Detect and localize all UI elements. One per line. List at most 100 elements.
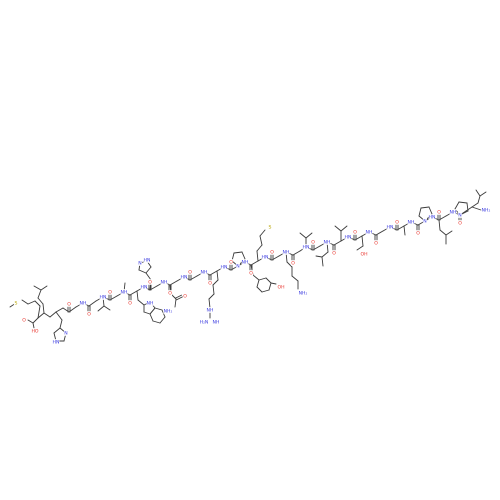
met-sidechain-bond xyxy=(37,305,41,319)
atom-label-background xyxy=(290,260,296,266)
proline-ring-bond xyxy=(454,201,460,210)
met-sidechain-bond xyxy=(21,299,29,305)
atom-label-background xyxy=(457,212,463,218)
oxygen-atom: O xyxy=(437,210,441,216)
indole-benzene-bond xyxy=(152,320,161,324)
atom-label-background xyxy=(373,240,379,246)
sidechain-bond xyxy=(27,319,34,324)
val-branch-bond xyxy=(475,189,481,197)
amide-nh-atom: NH xyxy=(408,220,415,226)
atom-label-background xyxy=(52,339,60,345)
atom-label-background xyxy=(457,220,463,226)
proline-ring-bond xyxy=(241,251,246,260)
arg-sidechain-bond xyxy=(208,293,215,300)
trp-sidechain-bond xyxy=(137,299,145,306)
amide-hn-atom: HN xyxy=(144,258,151,264)
atom-label-background xyxy=(163,308,173,314)
proline-ring-bond xyxy=(458,201,468,204)
asn-sidechain-bond xyxy=(174,298,177,308)
tyr-sidechain-bond xyxy=(252,274,260,281)
arg-sidechain-bond xyxy=(212,279,219,286)
atom-label-background xyxy=(167,290,173,296)
amide-nh-atom: NH xyxy=(283,250,290,256)
leu-sidechain-bond xyxy=(439,229,447,236)
oxygen-atom: O xyxy=(353,230,357,236)
atom-label-background xyxy=(120,289,128,295)
proline-ring-bond xyxy=(418,207,422,217)
atom-label-background xyxy=(360,251,368,257)
atom-label-background xyxy=(31,328,39,334)
indole-benzene-bond xyxy=(154,307,163,311)
phenol-ring-bond xyxy=(256,279,260,288)
val-sidechain-bond xyxy=(334,225,342,232)
ala-methyl-bond xyxy=(403,225,406,236)
his-sidechain-bond xyxy=(55,311,63,321)
atom-label-background xyxy=(386,224,394,230)
leu-sidechain-bond xyxy=(321,251,329,258)
atom-label-background xyxy=(160,279,168,285)
atom-label-background xyxy=(228,259,234,265)
val-sidechain-bond xyxy=(479,191,487,197)
atom-label-background xyxy=(66,301,72,307)
atom-label-background xyxy=(86,311,92,317)
his-sidechain-bond xyxy=(59,319,63,329)
backbone-bond xyxy=(55,307,64,313)
imidazole-ring-bond xyxy=(138,269,147,274)
carboxyl-bond xyxy=(32,322,35,329)
atom-label-background xyxy=(269,249,275,255)
backbone-bond xyxy=(129,290,138,296)
indole-benzene-bond xyxy=(149,313,154,322)
oxygen-atom: O xyxy=(458,221,462,227)
amide-hn-atom: HN xyxy=(221,265,228,271)
atom-label-background xyxy=(298,290,308,296)
amide-nh-atom: NH xyxy=(80,301,87,307)
lys-sidechain-bond xyxy=(286,261,293,268)
oxygen-atom: O xyxy=(188,270,192,276)
arg-sidechain-bond xyxy=(208,298,211,309)
nitrogen-atom: N xyxy=(64,331,67,337)
atom-label-background xyxy=(449,209,457,215)
val-sidechain-bond xyxy=(477,195,481,204)
atom-label-layer: OOOOOOOOOOOOOOOOOOOONHHNNHHNNHHNNHHNNHHN… xyxy=(13,207,491,346)
leu-branch-bond xyxy=(315,255,323,258)
atom-label-background xyxy=(436,209,442,215)
sulfur-atom: S xyxy=(269,225,272,231)
atom-label-background xyxy=(415,230,421,236)
imidazole-ring-bond xyxy=(53,327,61,334)
atom-label-background xyxy=(206,307,214,313)
amide-hn-atom: HN xyxy=(429,215,436,221)
amide-hn-atom: HN xyxy=(141,285,148,291)
atom-label-background xyxy=(63,330,69,336)
leu-branch-bond xyxy=(445,230,453,236)
phenol-ring-bond xyxy=(268,282,272,291)
nitrogen-atom: N xyxy=(423,219,426,225)
phenol-ring-bond xyxy=(261,289,270,293)
amide-nh-atom: NH xyxy=(201,270,208,276)
amide-hn-atom: HN xyxy=(387,225,394,231)
sulfur-atom: S xyxy=(15,301,18,307)
atom-label-background xyxy=(137,260,143,266)
bond-layer xyxy=(9,189,487,342)
backbone-bond xyxy=(37,312,45,319)
oxygen-atom: O xyxy=(87,312,91,318)
atom-label-background xyxy=(352,229,358,235)
oxygen-atom: O xyxy=(208,281,212,287)
atom-label-background xyxy=(107,289,113,295)
atom-label-background xyxy=(207,280,213,286)
atom-label-background xyxy=(79,300,87,306)
val-branch-bond xyxy=(103,305,111,311)
met-sidechain-bond xyxy=(34,300,41,307)
met-sidechain-bond xyxy=(27,300,36,305)
val-sidechain-bond xyxy=(97,305,105,312)
leu-sidechain-bond xyxy=(37,297,44,305)
oxygen-atom: O xyxy=(311,240,315,246)
trp-sidechain-bond xyxy=(136,290,139,301)
backbone-bond xyxy=(250,260,259,266)
atom-label-background xyxy=(182,293,188,299)
oxygen-atom: O xyxy=(229,260,233,266)
leu-sidechain-bond xyxy=(42,303,45,314)
leu-sidechain-bond xyxy=(33,285,42,291)
oxygen-atom: O xyxy=(374,241,378,247)
lys-nh2-atom: NH₂ xyxy=(299,291,308,297)
